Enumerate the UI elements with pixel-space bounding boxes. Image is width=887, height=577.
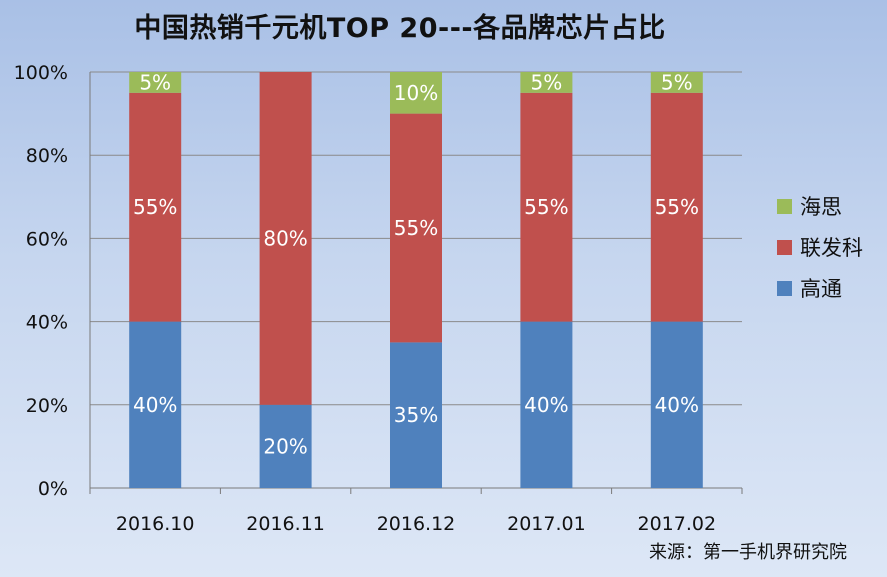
x-tick-label: 2016.11 bbox=[246, 513, 325, 535]
bar-segment bbox=[650, 72, 703, 93]
data-label: 40% bbox=[133, 393, 177, 417]
bar-segment bbox=[129, 321, 182, 488]
bar-segment bbox=[259, 404, 312, 488]
data-label: 10% bbox=[394, 81, 438, 105]
data-label: 35% bbox=[394, 403, 438, 427]
y-tick-label: 100% bbox=[14, 62, 68, 84]
legend-swatch bbox=[777, 240, 792, 255]
legend-swatch bbox=[777, 199, 792, 214]
bar-segment bbox=[650, 92, 703, 322]
y-tick-label: 0% bbox=[38, 478, 68, 500]
legend-label: 联发科 bbox=[800, 236, 863, 260]
legend-label: 高通 bbox=[800, 277, 842, 301]
legend-label: 海思 bbox=[800, 195, 842, 219]
data-label: 80% bbox=[263, 226, 307, 250]
data-label: 40% bbox=[655, 393, 699, 417]
bar-segment bbox=[650, 321, 703, 488]
bar-segment bbox=[129, 72, 182, 93]
y-tick-label: 40% bbox=[26, 312, 68, 334]
bar-segment bbox=[129, 92, 182, 322]
x-tick-label: 2017.01 bbox=[507, 513, 586, 535]
data-label: 5% bbox=[531, 70, 563, 94]
bar-segment bbox=[520, 72, 573, 93]
x-tick-label: 2016.12 bbox=[377, 513, 456, 535]
data-label: 40% bbox=[524, 393, 568, 417]
chart-title: 中国热销千元机TOP 20---各品牌芯片占比 bbox=[134, 13, 666, 44]
data-label: 55% bbox=[394, 216, 438, 240]
y-tick-label: 20% bbox=[26, 395, 68, 417]
data-label: 55% bbox=[655, 195, 699, 219]
bar-segment bbox=[390, 342, 442, 488]
legend-swatch bbox=[777, 281, 792, 296]
bar-segment bbox=[520, 92, 573, 322]
data-label: 5% bbox=[661, 70, 693, 94]
data-label: 55% bbox=[133, 195, 177, 219]
x-tick-label: 2017.02 bbox=[638, 513, 717, 535]
bar-segment bbox=[390, 72, 442, 114]
y-tick-label: 60% bbox=[26, 228, 68, 250]
source-note: 来源：第一手机界研究院 bbox=[649, 542, 847, 563]
data-label: 55% bbox=[524, 195, 568, 219]
bar-segment bbox=[390, 113, 442, 343]
bar-segment bbox=[520, 321, 573, 488]
bar-segment bbox=[259, 72, 312, 405]
y-tick-label: 80% bbox=[26, 145, 68, 167]
data-label: 5% bbox=[139, 70, 171, 94]
data-label: 20% bbox=[263, 434, 307, 458]
x-tick-label: 2016.10 bbox=[116, 513, 195, 535]
